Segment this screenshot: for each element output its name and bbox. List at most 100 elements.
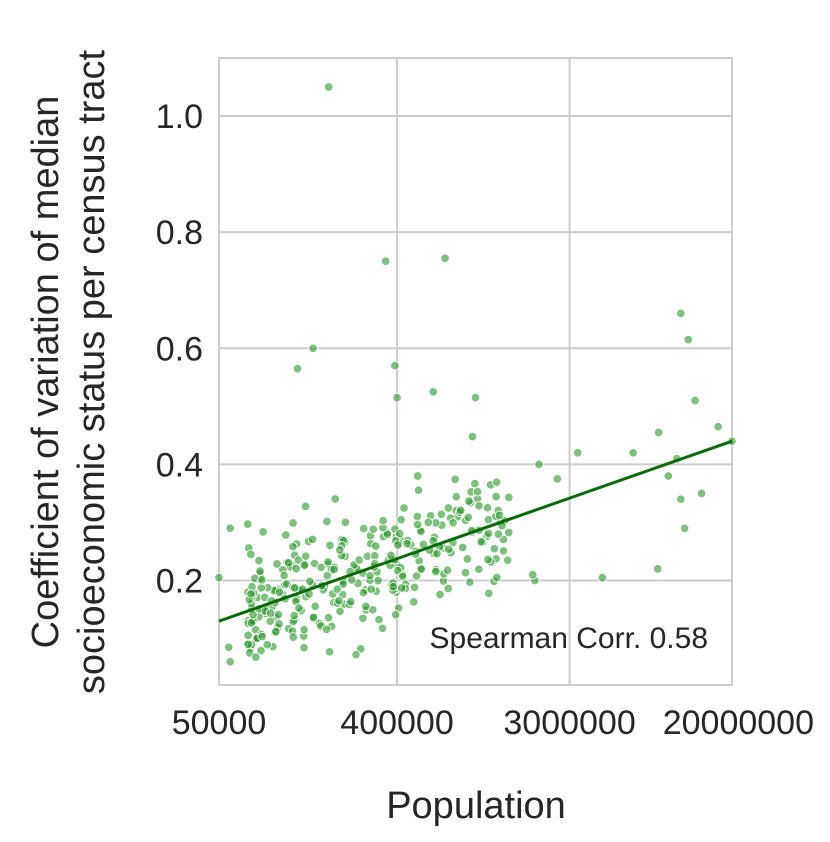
- data-point: [683, 334, 694, 345]
- data-point: [412, 519, 423, 530]
- data-point: [440, 253, 450, 264]
- plot-frame: [218, 57, 733, 686]
- data-point: [283, 558, 294, 568]
- data-point: [366, 584, 376, 594]
- data-point: [527, 569, 538, 580]
- y-tick-labels: 0.2 0.4 0.6 0.8 1.0: [156, 98, 203, 600]
- y-axis-title: Coefficient of variation of median socio…: [25, 49, 113, 694]
- data-point: [358, 587, 369, 598]
- data-point: [413, 485, 424, 495]
- data-point: [299, 624, 309, 635]
- data-point: [492, 572, 502, 583]
- spearman-annotation: Spearman Corr. 0.58: [430, 622, 708, 655]
- data-point: [334, 595, 344, 606]
- data-point: [251, 652, 261, 662]
- data-point: [273, 609, 284, 620]
- data-point: [502, 555, 513, 566]
- data-point: [713, 421, 723, 432]
- data-point: [262, 639, 272, 650]
- data-point: [288, 518, 298, 528]
- data-point: [474, 501, 484, 511]
- data-point: [243, 519, 253, 529]
- data-point: [392, 392, 402, 403]
- data-point: [257, 631, 267, 642]
- data-point: [354, 555, 364, 565]
- data-point: [679, 523, 690, 534]
- data-point: [323, 612, 334, 623]
- data-point: [374, 614, 384, 625]
- data-point: [464, 496, 474, 506]
- data-point: [265, 608, 276, 618]
- data-point: [465, 577, 475, 587]
- data-point: [399, 503, 409, 513]
- data-point: [369, 551, 380, 561]
- data-point: [272, 559, 282, 569]
- data-point: [225, 657, 235, 667]
- data-point: [463, 512, 474, 523]
- data-point: [448, 518, 458, 528]
- x-axis-title: Population: [386, 785, 566, 827]
- data-point: [258, 527, 268, 537]
- data-point: [504, 492, 514, 503]
- data-point: [696, 488, 707, 499]
- data-point: [365, 571, 375, 581]
- data-point: [397, 583, 407, 593]
- data-point: [305, 576, 315, 587]
- data-point: [335, 606, 345, 617]
- data-point: [323, 557, 333, 567]
- data-point: [396, 514, 406, 525]
- y-tick-label: 0.4: [156, 446, 203, 484]
- data-point: [652, 564, 663, 574]
- data-point: [323, 82, 334, 92]
- data-point: [494, 510, 505, 521]
- data-point: [380, 256, 391, 266]
- x-tick-label: 400000: [340, 704, 453, 742]
- data-point: [628, 448, 638, 458]
- data-point: [371, 541, 381, 551]
- data-point: [257, 575, 267, 585]
- data-point: [411, 571, 422, 581]
- data-point: [470, 392, 481, 403]
- data-point: [444, 544, 454, 554]
- data-point: [457, 542, 468, 553]
- data-point: [288, 541, 298, 552]
- data-point: [294, 603, 304, 613]
- data-point: [397, 571, 408, 582]
- data-point: [254, 555, 264, 566]
- data-point: [409, 582, 420, 593]
- data-point: [484, 588, 494, 599]
- y-tick-label: 0.8: [156, 214, 203, 252]
- data-point: [393, 540, 403, 550]
- data-point: [451, 491, 462, 502]
- data-point: [329, 564, 339, 575]
- data-point: [443, 503, 454, 513]
- data-point: [346, 596, 356, 607]
- y-axis-title-line-1: Coefficient of variation of median: [25, 96, 67, 649]
- data-point: [663, 471, 674, 481]
- data-point: [489, 543, 500, 554]
- data-point: [255, 566, 265, 576]
- data-point: [307, 534, 318, 545]
- data-point: [373, 575, 383, 586]
- data-point: [246, 549, 256, 560]
- data-point: [300, 501, 311, 512]
- data-point: [361, 601, 371, 612]
- data-point: [412, 471, 423, 481]
- data-point: [450, 474, 460, 485]
- data-point: [340, 517, 351, 528]
- data-point: [493, 529, 504, 539]
- data-point: [214, 572, 224, 583]
- data-point: [572, 448, 583, 458]
- data-point: [676, 308, 686, 319]
- data-point: [377, 623, 388, 634]
- data-point: [412, 511, 423, 522]
- data-point: [281, 530, 291, 540]
- data-point: [243, 630, 253, 641]
- data-point: [321, 624, 332, 635]
- data-point: [467, 431, 478, 442]
- data-point: [378, 515, 388, 526]
- data-point: [300, 551, 311, 561]
- data-point: [390, 360, 400, 371]
- data-point: [335, 545, 345, 555]
